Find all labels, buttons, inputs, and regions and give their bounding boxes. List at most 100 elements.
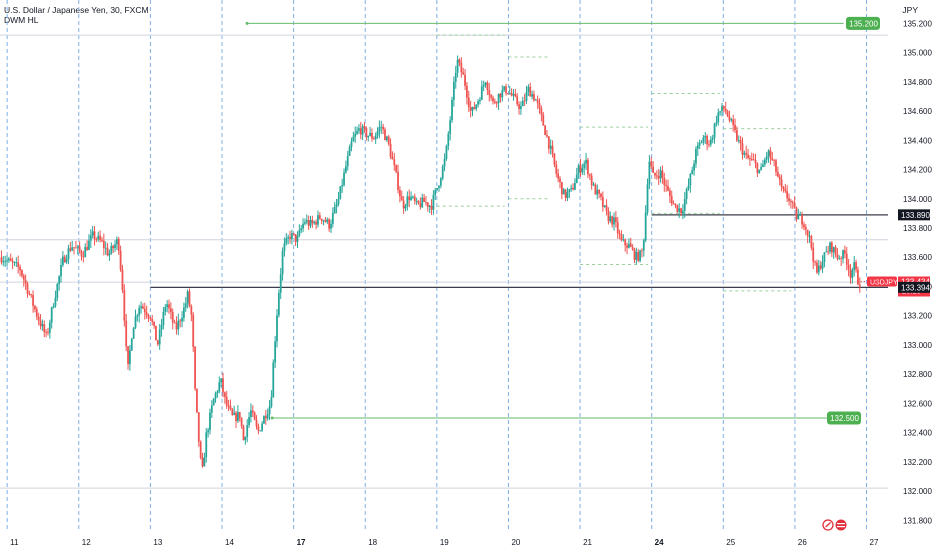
candle-body <box>847 264 850 270</box>
x-tick-label: 19 <box>440 538 449 547</box>
x-tick-label: 17 <box>297 538 306 547</box>
candle-body <box>454 72 457 82</box>
candle-body <box>644 212 647 241</box>
candle-body <box>160 325 163 330</box>
candle-body <box>700 142 703 144</box>
x-tick-label: 24 <box>655 538 664 547</box>
price-badge <box>898 281 930 293</box>
candle-body <box>680 208 682 214</box>
candle-body <box>272 362 275 398</box>
candle-body <box>546 134 548 137</box>
candle-body <box>376 131 379 136</box>
candle-body <box>22 275 25 280</box>
candle-body <box>691 170 694 175</box>
candle-body <box>786 191 789 199</box>
candle-body <box>646 184 649 213</box>
candle-body <box>326 219 329 222</box>
candle-body <box>585 159 587 164</box>
candle-body <box>775 160 777 172</box>
candle-body <box>655 175 658 177</box>
level-badge-text: 132.500 <box>830 414 859 423</box>
price-badge-text: 133.394 <box>901 283 930 292</box>
candle-body <box>853 262 856 270</box>
candle-body <box>672 203 675 205</box>
candle-body <box>817 265 820 273</box>
candle-body <box>322 220 325 222</box>
candle-body <box>501 90 504 98</box>
candle-body <box>371 132 373 139</box>
y-tick-label: 132.000 <box>903 487 932 496</box>
candle-body <box>400 196 403 201</box>
candle-body <box>441 166 444 179</box>
candle-body <box>443 158 446 167</box>
candle-body <box>207 430 210 433</box>
candle-body <box>495 102 498 104</box>
candle-body <box>235 412 237 421</box>
candle-body <box>451 99 453 121</box>
candle-body <box>456 59 459 73</box>
candle-body <box>19 266 21 271</box>
candle-body <box>661 170 664 178</box>
candle-body <box>758 169 761 173</box>
candle-body <box>67 248 70 260</box>
candle-body <box>439 178 442 186</box>
candle-body <box>596 189 599 195</box>
candle-body <box>397 171 399 190</box>
candle-body <box>782 186 785 190</box>
candle-body <box>138 308 141 316</box>
candle-body <box>209 412 211 431</box>
candle-body <box>806 229 809 237</box>
candle-body <box>413 196 416 202</box>
candle-body <box>428 205 431 208</box>
candle-body <box>628 243 630 248</box>
candle-body <box>721 106 723 112</box>
x-tick-label: 12 <box>82 538 91 547</box>
candle-body <box>590 175 593 186</box>
y-tick-label: 132.400 <box>903 429 932 438</box>
candle-body <box>39 320 42 327</box>
candle-body <box>795 207 798 220</box>
price-badges: 135.200133.890USDJPY133.43426:10133.3941… <box>827 16 930 425</box>
candle-body <box>553 153 556 165</box>
candle-body <box>611 216 614 225</box>
candle-body <box>106 247 109 256</box>
candle-body <box>419 203 422 208</box>
candle-body <box>356 130 358 134</box>
candle-body <box>35 309 38 317</box>
candle-body <box>9 258 12 261</box>
candle-body <box>518 104 520 109</box>
candle-body <box>730 119 733 121</box>
candle-body <box>203 457 206 467</box>
candle-body <box>102 240 105 249</box>
candle-body <box>460 62 463 73</box>
candle-body <box>760 167 763 170</box>
candle-body <box>713 123 716 138</box>
candle-body <box>28 293 31 295</box>
candle-body <box>682 210 684 214</box>
candle-body <box>404 205 407 209</box>
y-tick-label: 134.000 <box>903 195 932 204</box>
y-tick-label: 132.600 <box>903 399 932 408</box>
candle-body <box>298 230 301 236</box>
candle-body <box>836 253 839 259</box>
candle-body <box>199 441 202 458</box>
candle-body <box>89 235 92 241</box>
candle-body <box>168 304 170 309</box>
candle-body <box>734 124 736 131</box>
candle-body <box>728 116 731 121</box>
candle-body <box>60 265 62 277</box>
candle-body <box>695 148 697 164</box>
candle-body <box>216 391 219 394</box>
candle-body <box>391 156 394 160</box>
candle-body <box>384 129 386 141</box>
x-tick-label: 26 <box>798 538 807 547</box>
candle-body <box>179 320 182 322</box>
candle-body <box>175 322 178 330</box>
candle-body <box>91 231 94 236</box>
candle-body <box>108 253 111 256</box>
candle-body <box>538 103 541 109</box>
candle-body <box>719 111 722 113</box>
candle-body <box>762 164 764 168</box>
